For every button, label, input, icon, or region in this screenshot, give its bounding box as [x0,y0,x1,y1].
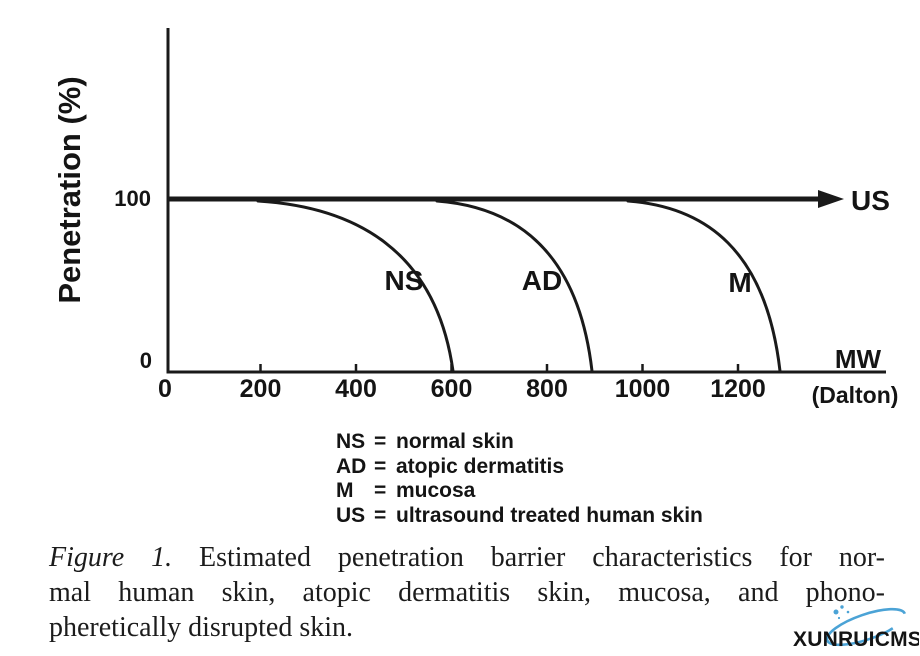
x-tick-400: 400 [335,375,377,403]
legend-definition: normal skin [396,430,514,453]
legend-item-m: M = mucosa [336,479,703,504]
legend-definition: mucosa [396,479,476,503]
figure-caption: Figure 1. Estimated penetration barrier … [49,540,885,645]
ad-curve-label: AD [522,265,562,296]
y-tick-0: 0 [140,348,152,373]
watermark-sparkle-icon [833,605,850,620]
legend-item-ns: NS = normal skin [336,430,703,455]
x-tick-1000: 1000 [615,375,671,403]
x-tick-0: 0 [158,375,172,403]
watermark-text: XUNRUICMS [793,628,919,651]
legend-item-ad: AD = atopic dermatitis [336,455,703,480]
x-tick-600: 600 [431,375,473,403]
us-arrow-head-icon [818,190,844,208]
legend-equals: = [374,503,387,527]
penetration-chart: Penetration (%) 100 0 0 200 400 600 800 … [52,28,899,408]
us-curve-label: US [851,185,890,216]
legend: NS = normal skin AD = atopic dermatitis … [336,430,703,528]
ad-curve [435,199,594,373]
xunruicms-watermark-logo: XUNRUICMS [793,605,919,651]
legend-abbr: M [336,479,354,503]
legend-abbr: NS [336,430,366,453]
x-axis-unit: (Dalton) [812,382,899,408]
caption-line-2: mal human skin, atopic dermatitis skin, … [49,577,885,608]
m-curve-label: M [728,267,751,298]
caption-line-1: Figure 1. Estimated penetration barrier … [49,540,885,575]
legend-abbr: US [336,503,366,527]
x-tick-200: 200 [240,375,282,403]
legend-item-us: US = ultrasound treated human skin [336,504,703,529]
legend-definition: ultrasound treated human skin [396,503,703,527]
y-axis-title: Penetration (%) [52,76,87,303]
legend-abbr: AD [336,454,367,478]
legend-equals: = [374,454,387,478]
caption-line-3: pheretically disrupted skin. [49,612,354,643]
x-tick-800: 800 [526,375,568,403]
m-curve [626,199,782,373]
y-tick-100: 100 [114,186,151,211]
ns-curve [256,199,455,373]
legend-equals: = [374,430,387,453]
x-tick-1200: 1200 [710,375,766,403]
figure-number-label: Figure 1. [49,542,173,573]
legend-definition: atopic dermatitis [396,454,565,478]
caption-line1-text: Estimated penetration barrier characteri… [172,542,885,573]
legend-equals: = [374,479,387,503]
x-axis-title: MW [835,344,882,374]
ns-curve-label: NS [385,265,424,296]
